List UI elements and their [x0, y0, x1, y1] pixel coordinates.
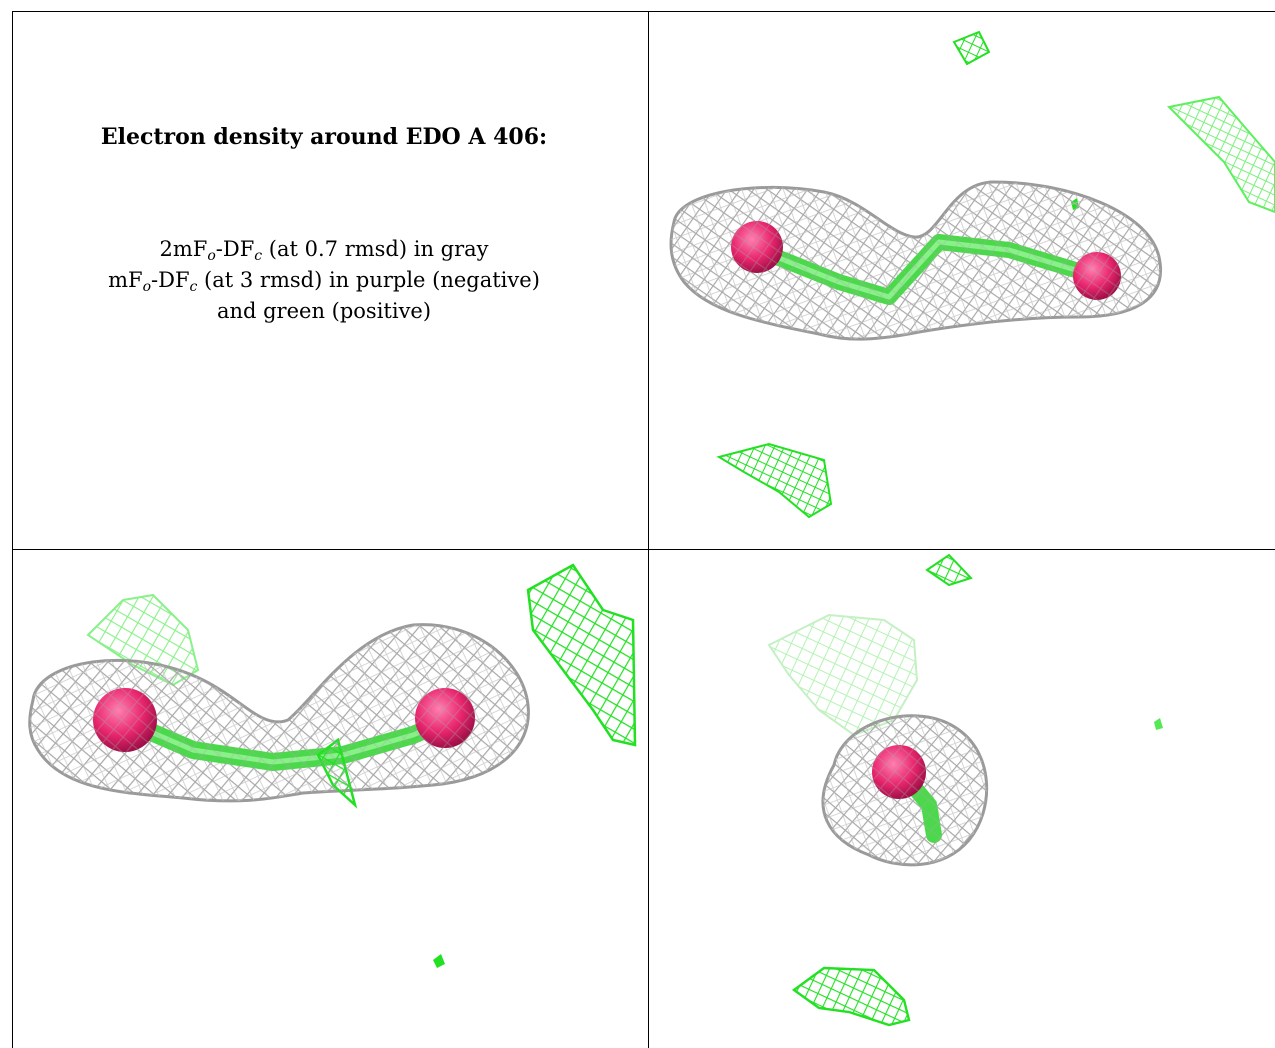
- caption-title: Electron density around EDO A 406:: [100, 124, 548, 150]
- density-view-1-canvas: [669, 30, 1275, 519]
- legend-line-fofc-pre: mF: [108, 268, 143, 292]
- positive-density-blob: [716, 442, 833, 519]
- positive-density-blob: [433, 954, 445, 968]
- legend-line-2fofc-mid: -DF: [215, 237, 255, 261]
- density-view-1: [649, 12, 1275, 549]
- legend-line-2fofc: 2mFo-DFc (at 0.7 rmsd) in gray: [12, 234, 636, 265]
- density-view-3-canvas: [767, 553, 1163, 1027]
- legend-line-fofc-post: (at 3 rmsd) in purple (negative): [197, 268, 540, 292]
- density-view-2-canvas: [28, 563, 637, 968]
- legend-line-2fofc-sub2: c: [254, 248, 263, 264]
- positive-density-blob: [952, 30, 991, 66]
- positive-density-blob: [767, 613, 919, 737]
- legend-line-colors: and green (positive): [216, 299, 432, 323]
- frame-center-divider: [648, 11, 649, 1048]
- legend-line-2fofc-pre: 2mF: [159, 237, 208, 261]
- positive-density-blob: [791, 966, 911, 1027]
- legend-line-fofc-mid: -DF: [151, 268, 190, 292]
- positive-density-blob: [1166, 95, 1275, 214]
- positive-density-blob: [1154, 718, 1163, 730]
- positive-density-blob: [925, 553, 973, 587]
- frame-left-border: [12, 11, 13, 1048]
- frame-top-border: [12, 11, 1275, 12]
- legend-line-fofc-sub2: c: [189, 279, 198, 295]
- legend-line-2fofc-sub1: o: [207, 248, 216, 264]
- density-view-2: [13, 550, 648, 1048]
- frame-middle-divider: [12, 549, 1275, 550]
- positive-density-blob: [526, 563, 637, 747]
- caption-panel: Electron density around EDO A 406: 2mFo-…: [12, 122, 636, 327]
- caption-legend: 2mFo-DFc (at 0.7 rmsd) in gray mFo-DFc (…: [12, 234, 636, 327]
- legend-line-2fofc-post: (at 0.7 rmsd) in gray: [262, 237, 489, 261]
- legend-line-fofc: mFo-DFc (at 3 rmsd) in purple (negative): [12, 265, 636, 296]
- legend-line-fofc-sub1: o: [142, 279, 152, 295]
- density-view-3: [649, 550, 1275, 1048]
